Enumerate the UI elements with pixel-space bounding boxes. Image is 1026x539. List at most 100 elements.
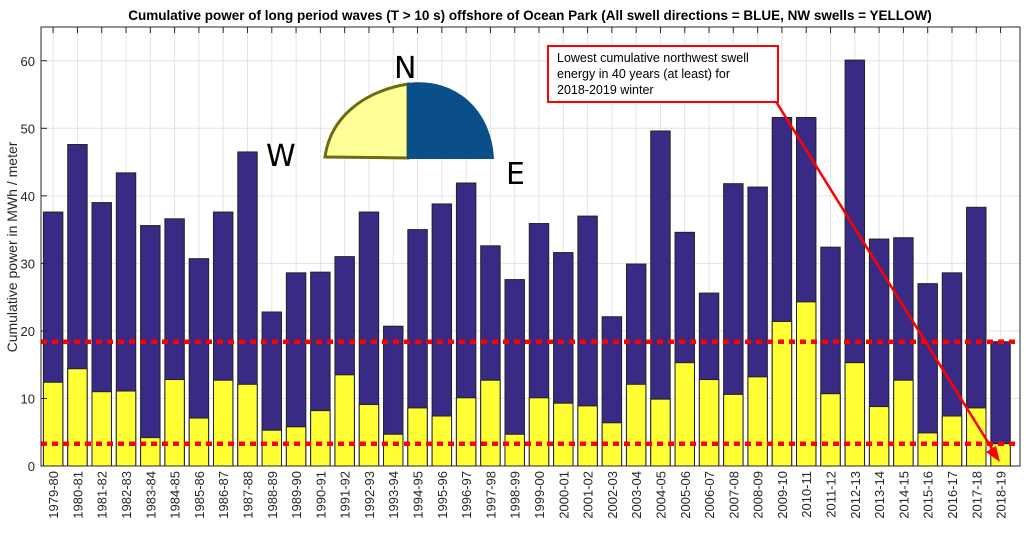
- annotation: Lowest cumulative northwest swell energy…: [547, 45, 1000, 462]
- bar-nw-swells: [212, 379, 234, 467]
- x-tick-label: 2007-08: [726, 471, 741, 519]
- x-tick-label: 2004-05: [653, 471, 668, 519]
- chart-title: Cumulative power of long period waves (T…: [128, 8, 932, 23]
- plot-frame: [40, 26, 1021, 467]
- bar-nw-swells: [577, 405, 598, 467]
- x-tick-label: 1986-87: [216, 471, 231, 519]
- y-tick-label: 30: [21, 256, 35, 271]
- x-tick-label: 1999-00: [532, 471, 547, 519]
- bar-nw-swells: [747, 376, 768, 467]
- x-tick-label: 1993-94: [386, 471, 401, 519]
- x-tick-label: 1981-82: [95, 471, 110, 519]
- bar-nw-swells: [625, 383, 647, 467]
- annotation-box: [547, 45, 779, 103]
- x-tick-label: 1995-96: [435, 471, 450, 519]
- bar-nw-swells: [383, 433, 404, 467]
- y-tick-label: 40: [21, 189, 35, 204]
- x-tick-label: 2016-17: [945, 471, 960, 519]
- compass-nw-half: [323, 82, 410, 160]
- bar-nw-swells: [164, 379, 185, 467]
- x-tick-label: 2017-18: [969, 471, 984, 519]
- bar-nw-swells: [261, 429, 282, 467]
- x-tick-label: 1998-99: [508, 471, 523, 519]
- x-tick-label: 2010-11: [799, 471, 814, 518]
- x-tick-label: 2015-16: [921, 471, 936, 519]
- x-tick-label: 2006-07: [702, 471, 717, 519]
- x-tick-label: 2005-06: [678, 471, 693, 519]
- compass-drawing: N W E: [266, 51, 525, 192]
- annotation-line-2: energy in 40 years (at least) for: [557, 67, 730, 81]
- x-tick-label: 2001-02: [581, 471, 596, 519]
- x-tick-label: 2002-03: [605, 471, 620, 519]
- x-tick-label: 1992-93: [362, 471, 377, 519]
- bar-nw-swells: [480, 379, 501, 467]
- x-tick-label: 1990-91: [313, 471, 328, 519]
- x-axis: 1979-80 1980-81 1981-82 1982-83 1983-84 1984-…: [46, 27, 1009, 519]
- bar-nw-swells: [431, 415, 453, 467]
- x-tick-label: 1988-89: [265, 471, 280, 519]
- bar-nw-swells: [723, 393, 744, 467]
- x-tick-label: 1996-97: [459, 471, 474, 519]
- x-tick-label: 2000-01: [556, 471, 571, 519]
- x-tick-label: 1984-85: [168, 471, 183, 519]
- bar-nw-swells: [407, 407, 428, 467]
- annotation-line-1: Lowest cumulative northwest swell: [557, 51, 749, 65]
- bar-nw-swells: [868, 406, 890, 467]
- bar-nw-swells: [844, 362, 866, 467]
- y-tick-label: 60: [21, 54, 35, 69]
- x-tick-label: 2014-15: [896, 471, 911, 519]
- bar-nw-swells: [115, 390, 137, 467]
- annotation-line-3: 2018-2019 winter: [557, 83, 654, 97]
- bar-nw-swells: [91, 391, 112, 467]
- bar-nw-swells: [698, 379, 720, 467]
- compass-ne-half: [407, 82, 495, 159]
- x-tick-label: 1991-92: [338, 471, 353, 519]
- x-tick-label: 1997-98: [483, 471, 498, 519]
- bar-all-directions: [140, 225, 161, 467]
- bar-nw-swells: [553, 402, 574, 467]
- arrow-head-icon: [986, 446, 1000, 462]
- y-axis: 0 10 20 30 40 50 60: [21, 54, 47, 474]
- x-tick-label: 1989-90: [289, 471, 304, 519]
- bar-nw-swells: [966, 407, 987, 467]
- annotation-arrow: [773, 99, 998, 456]
- x-tick-label: 2012-13: [848, 471, 863, 519]
- bar-nw-swells: [893, 379, 914, 467]
- bar-nw-swells: [455, 397, 477, 467]
- compass-w-label: W: [266, 139, 296, 174]
- bar-nw-swells: [650, 398, 671, 467]
- x-tick-label: 2011-12: [824, 471, 839, 518]
- bar-nw-swells: [820, 393, 841, 467]
- bar-nw-swells: [42, 381, 64, 467]
- bar-nw-swells: [504, 433, 525, 467]
- bar-nw-swells: [237, 383, 258, 467]
- bar-nw-swells: [310, 410, 331, 467]
- y-tick-label: 20: [21, 324, 35, 339]
- compass-n-label: N: [394, 51, 416, 86]
- x-tick-label: 2013-14: [872, 471, 887, 519]
- x-tick-label: 2008-09: [751, 471, 766, 519]
- bar-nw-swells: [528, 397, 550, 467]
- bar-nw-swells: [358, 404, 380, 467]
- x-tick-label: 2018-19: [994, 471, 1009, 519]
- bar-nw-swells: [796, 301, 817, 467]
- x-tick-label: 1987-88: [240, 471, 255, 519]
- x-tick-label: 1982-83: [119, 471, 134, 519]
- x-tick-label: 2009-10: [775, 471, 790, 519]
- y-tick-label: 0: [28, 459, 35, 474]
- x-tick-label: 1980-81: [70, 471, 85, 519]
- bar-nw-swells: [917, 432, 938, 467]
- y-tick-label: 10: [21, 391, 35, 406]
- bar-nw-swells: [674, 362, 695, 467]
- x-tick-label: 2003-04: [629, 471, 644, 519]
- bar-nw-swells: [334, 374, 355, 467]
- x-tick-label: 1983-84: [143, 471, 158, 519]
- compass-e-label: E: [506, 157, 525, 192]
- bar-nw-swells: [67, 368, 88, 467]
- x-tick-label: 1994-95: [411, 471, 426, 519]
- x-tick-label: 1985-86: [192, 471, 207, 519]
- bar-nw-swells: [941, 415, 963, 467]
- x-tick-label: 1979-80: [46, 471, 61, 519]
- y-axis-label: Cumulative power in MWh / meter: [4, 141, 20, 352]
